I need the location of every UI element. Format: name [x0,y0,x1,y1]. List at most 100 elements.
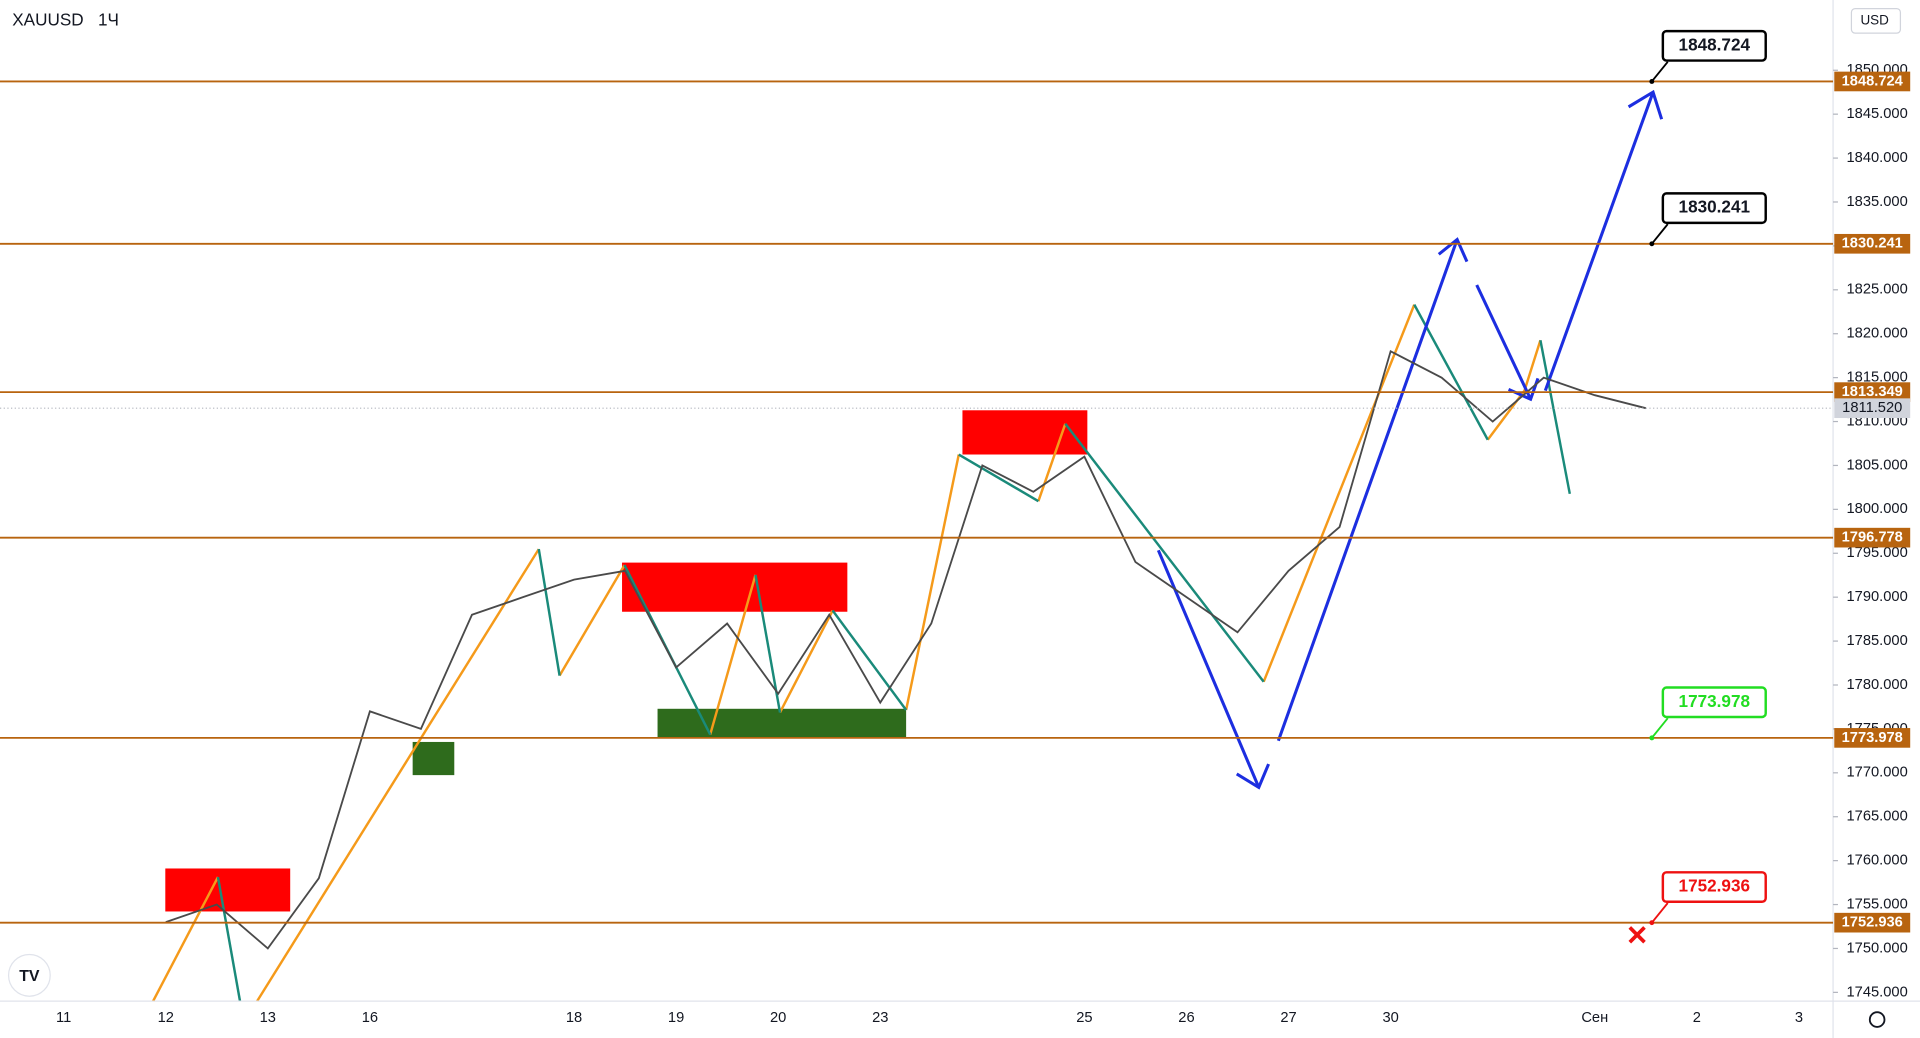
price-line [165,349,1647,950]
x-tick-label: 13 [260,1010,276,1026]
callout-label: 1848.724 [1679,34,1751,54]
callout-pointer [1651,223,1669,245]
orange-zigzag [151,304,1542,1002]
callout-anchor [1649,735,1655,741]
level-tag-label: 1848.724 [1842,73,1904,89]
x-tick-label: 18 [566,1010,582,1026]
zigzag-leg [1037,423,1067,502]
drawings [151,89,1664,1002]
last-price-label: 1811.520 [1842,400,1902,416]
x-tick-label: 26 [1178,1010,1194,1026]
callout-box [1661,192,1767,225]
y-tick-label: 1835.000 [1847,194,1908,210]
x-tick-label: Сен [1581,1010,1608,1026]
logo-circle [7,953,51,997]
zigzag-leg [958,453,1039,503]
level-tag-label: 1796.778 [1842,530,1903,546]
logo: TV [7,953,51,997]
x-tick-label: 19 [668,1010,684,1026]
zigzag-leg [1064,423,1265,683]
callout-anchor [1649,241,1655,247]
callout-box [1661,871,1767,904]
currency[interactable]: USD [1860,12,1889,27]
level-tag [1834,382,1911,402]
level-tag [1834,233,1911,254]
arrow-head [1437,237,1469,263]
zigzag-leg [151,876,220,1002]
level-tag [1834,71,1911,92]
zigzag-leg [537,548,561,676]
demand-zone [657,708,907,739]
y-tick-label: 1815.000 [1847,370,1908,386]
zigzag-leg [256,548,540,1002]
level-tag [1834,728,1911,748]
logo-mark: TV [19,968,40,985]
arrow-head [1627,89,1664,120]
y-tick-label: 1845.000 [1847,106,1908,122]
zigzag-leg [709,574,757,735]
zigzag-leg [778,609,834,714]
zigzag-leg [831,609,908,711]
y-tick-label: 1795.000 [1847,545,1908,561]
callout-pointer [1651,61,1669,83]
y-tick-label: 1755.000 [1847,896,1908,912]
supply-zone [962,410,1088,455]
x-tick-label: 11 [56,1010,71,1026]
demand-zone [412,741,455,776]
callout-label: 1752.936 [1679,876,1750,896]
supply-zone [622,562,848,612]
callout-pointer [1651,717,1669,739]
zigzag-leg [1262,304,1416,683]
zigzag-leg [904,454,960,711]
zigzag-leg [216,876,242,1002]
callout-box [1661,686,1767,719]
callout-pointer [1651,902,1669,924]
x-tick-label: 3 [1795,1010,1803,1026]
y-tick-label: 1825.000 [1847,282,1908,298]
y-tick-label: 1790.000 [1847,589,1908,605]
arrow-head [1235,763,1270,790]
supply-zone [165,868,291,912]
cross [1628,926,1646,944]
x-tick-label: 16 [362,1010,378,1026]
zigzag-leg [558,564,626,677]
x-tick-label: 27 [1280,1010,1296,1026]
y-tick-label: 1840.000 [1847,150,1908,166]
x-tick-label: 20 [770,1010,786,1026]
y-tick-label: 1760.000 [1847,853,1908,869]
x-tick-label: 30 [1382,1010,1398,1026]
callout-anchor [1649,920,1655,926]
callout-label: 1773.978 [1679,691,1751,711]
zigzag-leg [1539,340,1571,495]
gear[interactable] [1868,1011,1886,1028]
last-price-tag [1834,398,1911,419]
level-tag-label: 1830.241 [1842,236,1903,252]
x-tick-label: 2 [1693,1010,1701,1026]
level-tag-label: 1813.349 [1842,384,1903,400]
x-tick-label: 23 [872,1010,888,1026]
x-tick-label: 12 [158,1010,174,1026]
y-tick-label: 1805.000 [1847,457,1908,473]
x-tick-label: 25 [1076,1010,1092,1026]
symbol: XAUUSD [12,9,83,29]
stop-mark [1628,926,1646,944]
forecast-arrows [1156,89,1664,790]
callout-anchor [1649,79,1655,84]
callout-label: 1830.241 [1679,197,1751,217]
level-tag-label: 1752.936 [1842,915,1903,931]
y-tick-label: 1770.000 [1847,765,1908,781]
y-tick-label: 1780.000 [1847,677,1908,693]
y-tick-label: 1750.000 [1847,940,1908,956]
y-tick-label: 1785.000 [1847,633,1908,649]
arrow [1276,239,1459,742]
level-tag [1834,527,1911,548]
y-tick-label: 1745.000 [1847,984,1908,1000]
settings-icon[interactable] [1868,1011,1886,1028]
price-scale [1833,0,1920,1038]
arrow [1543,91,1655,392]
currency-button[interactable] [1850,7,1902,34]
interval: 1Ч [98,9,119,29]
